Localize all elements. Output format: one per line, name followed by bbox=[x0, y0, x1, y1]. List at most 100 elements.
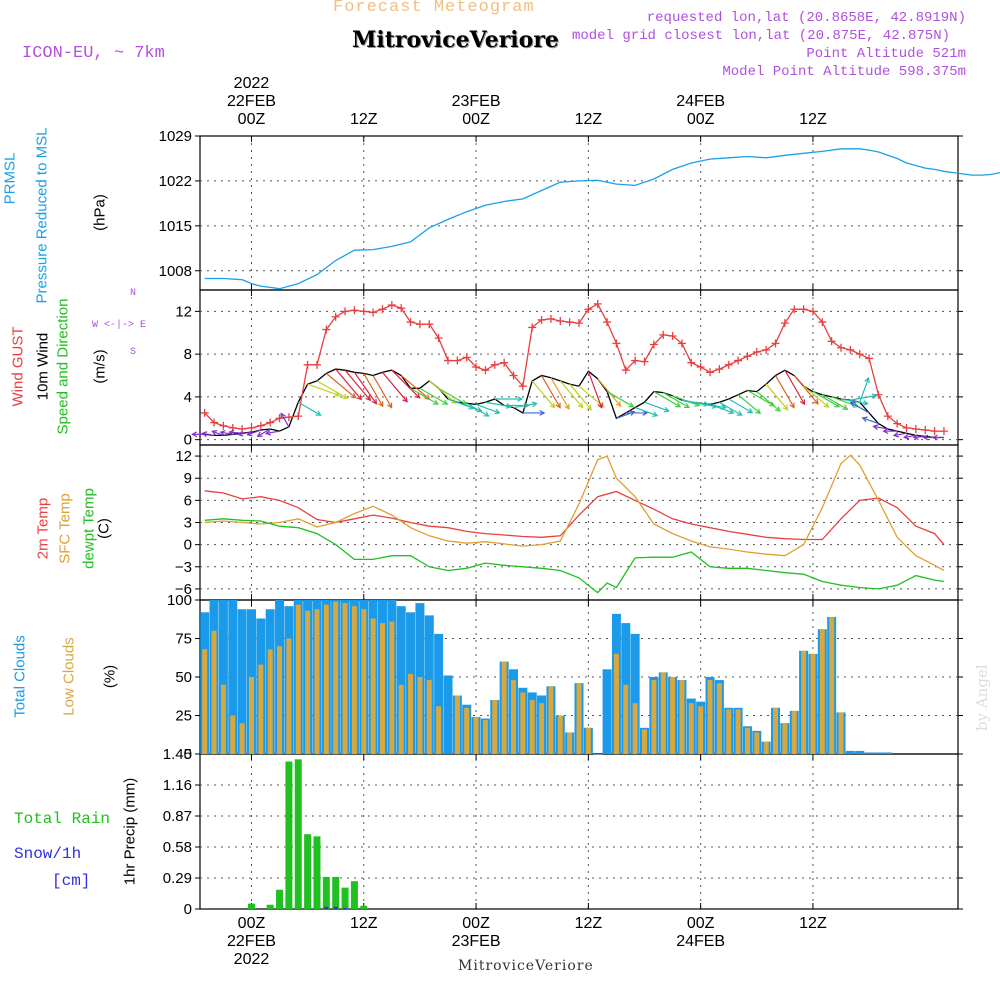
low-cloud-bar bbox=[632, 703, 638, 754]
gust-point bbox=[621, 366, 630, 375]
wind-unit: (m/s) bbox=[91, 349, 109, 384]
low-cloud-bar bbox=[829, 616, 835, 754]
time-tick-label-top: 00Z bbox=[687, 111, 715, 128]
wind-arrow bbox=[202, 432, 215, 436]
gust-point bbox=[322, 325, 331, 334]
wind-arrow bbox=[316, 380, 348, 399]
total-cloud-bar bbox=[873, 752, 883, 754]
wind-arrow-head bbox=[683, 402, 691, 409]
wind-arrow-head bbox=[264, 429, 272, 436]
gust-point bbox=[752, 348, 761, 356]
gust-point bbox=[734, 356, 743, 365]
wind-arrow-head bbox=[256, 431, 263, 437]
wind-arrow-head bbox=[799, 399, 806, 406]
wind-arrow bbox=[391, 369, 421, 399]
low-cloud-bar bbox=[520, 692, 526, 754]
gust-point bbox=[930, 427, 939, 436]
gust-point bbox=[481, 366, 490, 375]
gust-point bbox=[546, 314, 555, 323]
low-cloud-bar bbox=[417, 677, 423, 754]
wind-arrow-head bbox=[586, 404, 592, 411]
total-cloud-bar bbox=[434, 633, 444, 754]
forecast-title: Forecast Meteogram bbox=[333, 0, 535, 17]
low-cloud-bar bbox=[744, 727, 750, 754]
wind-arrow-head bbox=[402, 396, 408, 403]
time-tick-label-bottom: 00Z bbox=[687, 915, 715, 932]
snow-label: Snow/1h bbox=[14, 845, 82, 863]
wind-arrow bbox=[606, 391, 634, 408]
low-cloud-bar bbox=[239, 723, 245, 754]
wind-arrow-head bbox=[476, 406, 483, 413]
gust-point bbox=[378, 305, 387, 314]
gust-point bbox=[406, 318, 415, 327]
total-cloud-bar bbox=[883, 752, 893, 754]
time-tick-label-bottom: 12Z bbox=[799, 915, 827, 932]
wind-arrow bbox=[859, 377, 870, 403]
y-tick-label: 0 bbox=[184, 432, 192, 449]
total-cloud-bar bbox=[630, 633, 640, 754]
low-cloud-bar bbox=[801, 650, 807, 754]
low-cloud-bar bbox=[623, 684, 629, 754]
wind-arrow bbox=[466, 402, 489, 417]
gust-point bbox=[397, 304, 406, 313]
wind-arrow-head bbox=[539, 409, 546, 416]
time-tick-label-top: 00Z bbox=[238, 111, 266, 128]
wind-arrow bbox=[850, 401, 870, 414]
total-cloud-bar bbox=[396, 606, 406, 754]
wind-arrow-head bbox=[378, 401, 384, 408]
gust-point bbox=[434, 334, 443, 343]
sfc-temp-line bbox=[204, 454, 945, 572]
wind-arrow bbox=[531, 380, 556, 408]
low-cloud-bar bbox=[510, 680, 516, 754]
rain-bar bbox=[322, 876, 330, 909]
wind-arrow bbox=[513, 402, 537, 409]
low-cloud-bar bbox=[698, 706, 704, 754]
gust-point bbox=[631, 356, 640, 365]
closest-coords: model grid closest lon,lat (20.875E, 42.… bbox=[571, 28, 950, 44]
gust-label: Wind GUST bbox=[9, 326, 27, 407]
wind-arrow-head bbox=[494, 408, 501, 415]
gust-point bbox=[537, 315, 546, 324]
time-tick-label-top: 24FEB bbox=[676, 93, 725, 110]
wind-arrow-head bbox=[912, 434, 919, 440]
time-tick-label-top: 12Z bbox=[350, 111, 378, 128]
gust-point bbox=[818, 318, 827, 327]
wind-arrow-head bbox=[652, 411, 659, 417]
gust-point bbox=[855, 350, 864, 359]
time-tick-label-bottom: 23FEB bbox=[452, 933, 501, 950]
wind10-label: 10m Wind bbox=[34, 332, 52, 401]
gust-point bbox=[827, 337, 836, 346]
gust-point bbox=[462, 353, 471, 362]
wind-arrow bbox=[653, 391, 681, 408]
y-tick-label: 0 bbox=[184, 901, 192, 918]
gust-point bbox=[687, 358, 696, 367]
wind-arrow bbox=[220, 431, 233, 435]
wind-arrow bbox=[438, 387, 467, 405]
total-cloud-bar bbox=[593, 754, 603, 755]
gust-point bbox=[865, 354, 874, 363]
low-cloud-bar bbox=[548, 686, 554, 754]
wind-arrow-head bbox=[387, 402, 393, 409]
wind-arrow-head bbox=[864, 376, 870, 384]
wind-arrow-head bbox=[903, 433, 910, 440]
rain-label: Total Rain bbox=[14, 810, 111, 828]
snow-bar bbox=[333, 906, 338, 909]
gust-point bbox=[724, 360, 733, 369]
wind-arrow bbox=[280, 413, 290, 428]
time-tick-label-top: 23FEB bbox=[452, 93, 501, 110]
wind-arrow-head bbox=[228, 429, 235, 436]
time-tick-label-bottom: 22FEB bbox=[227, 933, 276, 950]
gust-point bbox=[771, 339, 780, 348]
gust-point bbox=[706, 368, 715, 377]
gust-point bbox=[369, 308, 378, 317]
gust-point bbox=[275, 414, 284, 423]
total-cloud-bar bbox=[237, 609, 247, 754]
gust-point bbox=[584, 305, 593, 314]
wind-arrow bbox=[831, 396, 859, 408]
wind-arrow-head bbox=[432, 399, 439, 405]
gust-point bbox=[799, 305, 808, 314]
gust-point bbox=[715, 365, 724, 374]
wind-arrow bbox=[325, 372, 356, 399]
time-tick-label-bottom: 12Z bbox=[350, 915, 378, 932]
model-label: ICON-EU, ~ 7km bbox=[22, 44, 165, 63]
